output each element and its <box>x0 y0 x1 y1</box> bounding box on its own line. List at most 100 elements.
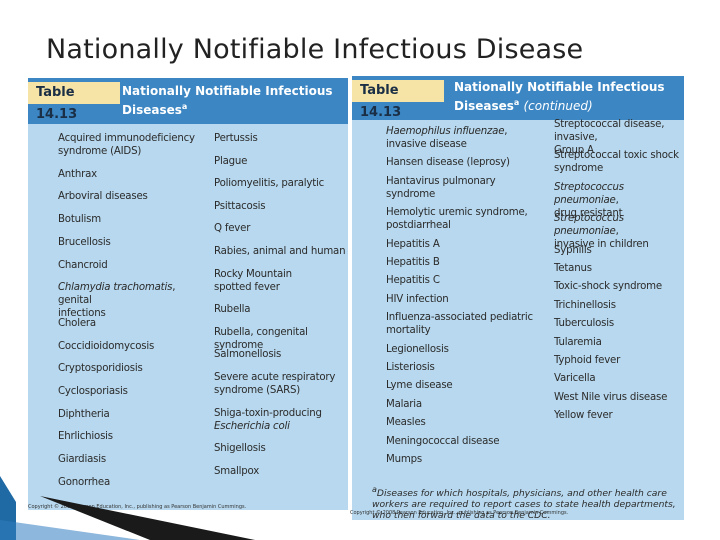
disease-text: syndrome <box>554 163 604 175</box>
disease-text: Coccidioidomycosis <box>58 340 155 352</box>
disease-text: Listeriosis <box>386 362 435 373</box>
disease-text: Hansen disease (leprosy) <box>386 157 510 169</box>
disease-item: Shiga-toxin-producing Escherichia coli <box>214 407 348 433</box>
disease-text: Acquired immunodeficiency <box>58 133 195 144</box>
disease-item: Rocky Mountain spotted fever <box>214 268 348 294</box>
disease-item: Poliomyelitis, paralytic <box>214 177 348 190</box>
disease-item: Streptococcal disease, invasive, Group A <box>554 118 682 157</box>
disease-item: West Nile virus disease <box>554 391 682 404</box>
disease-item: Chancroid <box>58 259 208 272</box>
disease-item: Psittacosis <box>214 200 348 213</box>
disease-item: Chlamydia trachomatis, genital infections <box>58 281 208 320</box>
disease-text: Arboviral diseases <box>58 191 148 203</box>
disease-item: Tularemia <box>554 336 682 349</box>
disease-text: Smallpox <box>214 465 260 477</box>
disease-item: Streptococcus pneumoniae, invasive in chi… <box>554 212 682 251</box>
disease-item: Smallpox <box>214 465 348 478</box>
disease-item: Legionellosis <box>386 343 552 356</box>
disease-item: HIV infection <box>386 293 552 306</box>
left-table-title: Nationally Notifiable Infectious Disease… <box>122 84 333 117</box>
disease-item: Gonorrhea <box>58 476 208 489</box>
disease-text: Salmonellosis <box>214 349 282 361</box>
disease-text: drug resistant <box>554 207 623 219</box>
disease-text: Rabies, animal and human <box>214 246 346 257</box>
right-table-tag: Table 14.13 <box>352 80 444 120</box>
disease-text: Trichinellosis <box>554 299 616 311</box>
disease-text: Streptococcal disease, invasive, <box>554 119 665 143</box>
disease-item: Streptococcus pneumoniae, drug resistant <box>554 181 682 220</box>
disease-text: Lyme disease <box>386 380 453 392</box>
disease-text: Rubella, congenital syndrome <box>214 326 308 351</box>
disease-text: HIV infection <box>386 293 449 305</box>
left-table-column-2: Pertussis Plague Poliomyelitis, paralytic P… <box>214 132 348 502</box>
slide-title: Nationally Notifiable Infectious Disease <box>46 34 584 65</box>
disease-text: Streptococcus pneumoniae, <box>554 213 624 238</box>
disease-text: Rubella <box>214 304 251 316</box>
disease-item: Measles <box>386 416 552 429</box>
disease-item: Tetanus <box>554 262 682 275</box>
disease-text: Hepatitis C <box>386 275 440 287</box>
disease-text: Giardiasis <box>58 454 106 466</box>
left-table-tag: Table 14.13 <box>28 82 120 122</box>
disease-item: Influenza-associated pediatric mortality <box>386 311 552 337</box>
disease-item: Shigellosis <box>214 442 348 455</box>
disease-item: Toxic-shock syndrome <box>554 280 682 293</box>
disease-text: Syphilis <box>554 244 592 256</box>
disease-text: mortality <box>386 325 431 337</box>
disease-item: Rabies, animal and human <box>214 245 348 258</box>
disease-item: Hemolytic uremic syndrome, postdiarrheal <box>386 206 552 232</box>
disease-text: Legionellosis <box>386 343 449 355</box>
disease-text: Poliomyelitis, paralytic <box>214 178 325 190</box>
disease-text: Diphtheria <box>58 408 110 420</box>
disease-item: Cyclosporiasis <box>58 385 208 398</box>
disease-text: Chlamydia trachomatis, genital <box>58 282 176 307</box>
disease-text: Meningococcal disease <box>386 435 500 447</box>
footnote: aDiseases for which hospitals, physician… <box>372 485 676 522</box>
disease-text: Haemophilus influenzae, <box>386 126 508 137</box>
disease-item: Rubella <box>214 303 348 316</box>
disease-item: Hepatitis C <box>386 274 552 287</box>
disease-item: Streptococcal toxic shock syndrome <box>554 149 682 175</box>
disease-text: Q fever <box>214 223 251 235</box>
right-table-column-1: Haemophilus influenzae, invasive disease H… <box>386 125 552 485</box>
disease-text: Hemolytic uremic syndrome, <box>386 207 528 219</box>
disease-item: Mumps <box>386 453 552 466</box>
disease-text: Botulism <box>58 214 101 226</box>
disease-text: Plague <box>214 155 248 167</box>
disease-text: Varicella <box>554 373 596 385</box>
decorative-wedge <box>0 476 255 540</box>
disease-text: Mumps <box>386 454 422 465</box>
disease-text: spotted fever <box>214 281 280 293</box>
disease-item: Meningococcal disease <box>386 435 552 448</box>
disease-text: syndrome <box>386 188 436 200</box>
disease-item: Botulism <box>58 213 208 226</box>
disease-text: Chancroid <box>58 259 108 271</box>
disease-text: Psittacosis <box>214 200 266 212</box>
left-table-panel: Table 14.13 Nationally Notifiable Infect… <box>28 78 348 510</box>
disease-text: Hantavirus pulmonary <box>386 175 496 187</box>
disease-item: Hepatitis B <box>386 256 552 269</box>
disease-item: Ehrlichiosis <box>58 430 208 443</box>
disease-text: Brucellosis <box>58 236 111 248</box>
disease-text: Cryptosporidiosis <box>58 363 143 375</box>
disease-text: Yellow fever <box>554 410 613 422</box>
disease-item: Giardiasis <box>58 453 208 466</box>
disease-text: Cyclosporiasis <box>58 386 128 397</box>
disease-text: Streptococcal toxic shock <box>554 150 679 162</box>
disease-item: Haemophilus influenzae, invasive disease <box>386 125 552 151</box>
disease-text: Group A <box>554 145 594 156</box>
disease-text: Ehrlichiosis <box>58 431 113 443</box>
disease-item: Varicella <box>554 372 682 385</box>
disease-text: Measles <box>386 417 426 429</box>
disease-text: Tularemia <box>554 336 602 348</box>
disease-item: Severe acute respiratory syndrome (SARS) <box>214 371 348 397</box>
left-table-copyright: Copyright © 2008 Pearson Education, Inc.… <box>28 504 247 510</box>
disease-text: Tetanus <box>554 263 592 274</box>
disease-item: Plague <box>214 155 348 168</box>
disease-text: syndrome (SARS) <box>214 385 301 396</box>
disease-text: invasive in children <box>554 239 649 251</box>
left-table-column-1: Acquired immunodeficiency syndrome (AIDS)… <box>58 132 208 502</box>
right-table-title: Nationally Notifiable Infectious Disease… <box>454 80 665 113</box>
left-table-header: Table 14.13 Nationally Notifiable Infect… <box>28 78 348 124</box>
